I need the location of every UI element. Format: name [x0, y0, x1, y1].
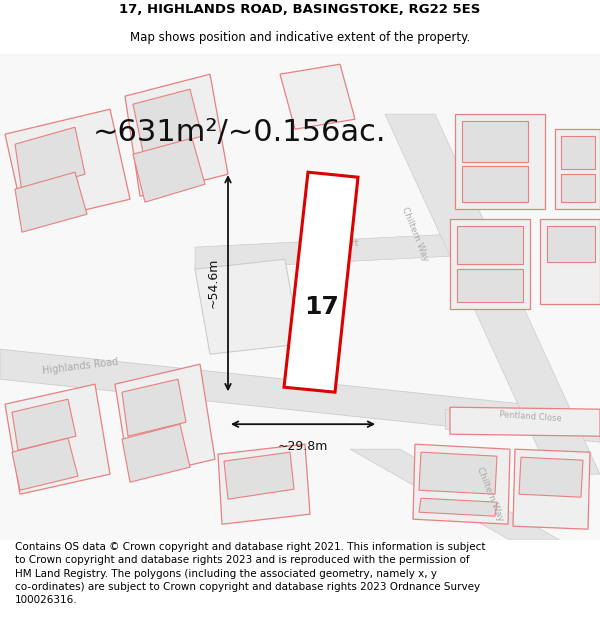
- Polygon shape: [462, 166, 528, 202]
- Polygon shape: [125, 74, 228, 196]
- Polygon shape: [15, 172, 87, 232]
- Text: Highlands Road: Highlands Road: [41, 357, 119, 376]
- Polygon shape: [350, 449, 560, 540]
- Polygon shape: [419, 498, 497, 516]
- Polygon shape: [450, 219, 530, 309]
- Text: Alpine Court: Alpine Court: [302, 237, 358, 248]
- Polygon shape: [513, 449, 590, 529]
- Polygon shape: [12, 438, 78, 490]
- Polygon shape: [280, 64, 355, 129]
- Polygon shape: [540, 219, 600, 304]
- Polygon shape: [0, 349, 600, 442]
- Polygon shape: [122, 424, 190, 483]
- Text: ~631m²/~0.156ac.: ~631m²/~0.156ac.: [93, 118, 387, 147]
- Polygon shape: [12, 399, 76, 450]
- Polygon shape: [122, 379, 186, 436]
- Polygon shape: [15, 127, 85, 192]
- Text: 17, HIGHLANDS ROAD, BASINGSTOKE, RG22 5ES: 17, HIGHLANDS ROAD, BASINGSTOKE, RG22 5E…: [119, 2, 481, 16]
- Polygon shape: [455, 114, 545, 209]
- Polygon shape: [457, 269, 523, 302]
- Polygon shape: [133, 138, 205, 202]
- Polygon shape: [445, 409, 600, 429]
- Polygon shape: [385, 114, 600, 474]
- Text: Chiltern Way: Chiltern Way: [475, 466, 505, 522]
- Polygon shape: [547, 226, 595, 262]
- Polygon shape: [555, 129, 600, 209]
- Polygon shape: [133, 89, 202, 152]
- Polygon shape: [5, 109, 130, 224]
- Polygon shape: [561, 136, 595, 169]
- Polygon shape: [115, 364, 215, 479]
- Polygon shape: [224, 452, 294, 499]
- Text: Chiltern Way: Chiltern Way: [400, 206, 430, 262]
- Polygon shape: [195, 259, 300, 354]
- Text: Pentland Close: Pentland Close: [499, 411, 562, 424]
- Polygon shape: [561, 174, 595, 203]
- Polygon shape: [450, 408, 600, 436]
- Polygon shape: [519, 458, 583, 498]
- Polygon shape: [457, 226, 523, 264]
- Polygon shape: [195, 232, 490, 269]
- Text: 17: 17: [304, 295, 338, 319]
- Polygon shape: [419, 452, 497, 494]
- Text: ~29.8m: ~29.8m: [278, 440, 328, 453]
- Polygon shape: [5, 384, 110, 494]
- Polygon shape: [413, 444, 510, 524]
- Polygon shape: [218, 444, 310, 524]
- Text: Map shows position and indicative extent of the property.: Map shows position and indicative extent…: [130, 31, 470, 44]
- Text: Contains OS data © Crown copyright and database right 2021. This information is : Contains OS data © Crown copyright and d…: [15, 542, 485, 605]
- Polygon shape: [284, 172, 358, 392]
- Text: ~54.6m: ~54.6m: [207, 258, 220, 308]
- Polygon shape: [462, 121, 528, 162]
